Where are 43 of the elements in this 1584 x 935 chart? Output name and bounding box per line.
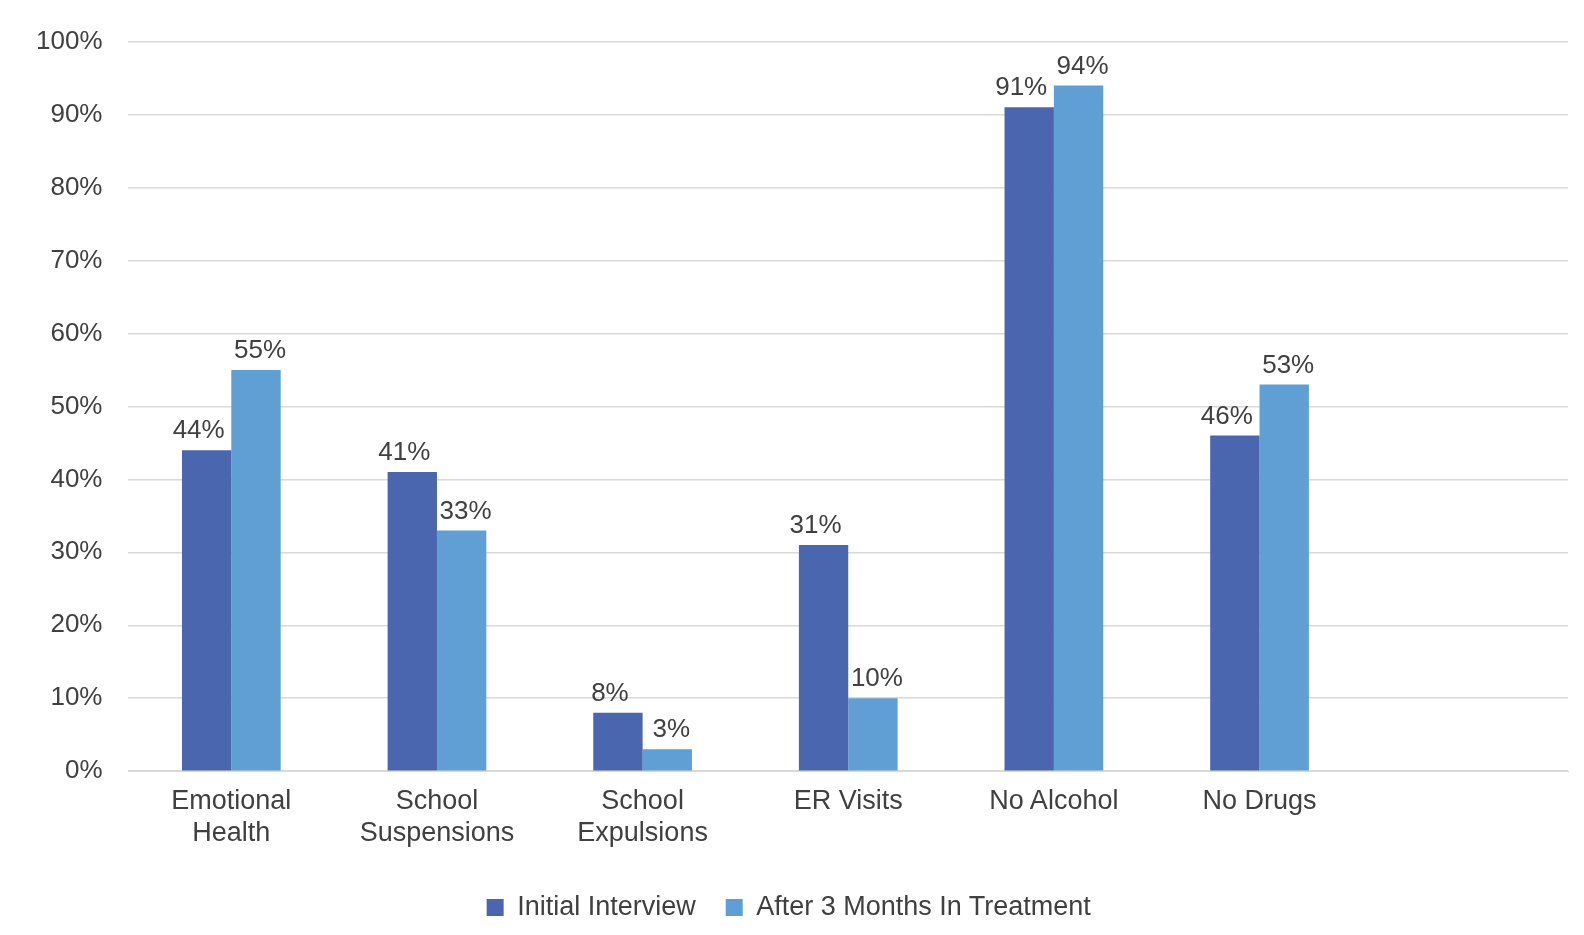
- y-tick-label: 70%: [50, 243, 103, 274]
- data-label: 8%: [591, 677, 629, 707]
- data-label: 31%: [789, 509, 842, 540]
- bar: [231, 369, 281, 771]
- data-label: 10%: [850, 662, 903, 693]
- bar: [387, 472, 437, 771]
- y-tick-label: 100%: [36, 24, 103, 55]
- x-tick-label: Emotional Health: [171, 784, 292, 848]
- data-label: 91%: [995, 71, 1048, 102]
- data-label: 41%: [378, 436, 431, 467]
- y-tick-label: 50%: [50, 389, 103, 420]
- bar: [1210, 435, 1260, 771]
- data-label: 3%: [652, 713, 691, 744]
- bar: [798, 545, 849, 771]
- bar: [848, 698, 898, 771]
- x-tick-label: ER Visits: [793, 784, 903, 815]
- x-tick-label: No Alcohol: [989, 784, 1119, 815]
- x-tick-label: School Suspensions: [359, 784, 515, 848]
- legend-label: After 3 Months In Treatment: [756, 890, 1092, 921]
- bar: [436, 530, 487, 771]
- data-label: 94%: [1056, 49, 1109, 80]
- y-tick-label: 20%: [50, 608, 103, 639]
- x-tick-label: No Drugs: [1202, 784, 1317, 815]
- legend-label: Initial Interview: [517, 890, 697, 921]
- bar: [1259, 384, 1309, 771]
- data-label: 33%: [439, 494, 492, 525]
- bar: [181, 450, 232, 771]
- data-label: 55%: [233, 334, 287, 365]
- bar: [1053, 85, 1104, 771]
- y-tick-label: 60%: [50, 316, 103, 347]
- x-tick-label: School Expulsions: [577, 784, 708, 848]
- bar: [593, 712, 643, 771]
- y-tick-label: 10%: [50, 681, 103, 712]
- data-label: 46%: [1200, 399, 1253, 430]
- y-tick-label: 40%: [50, 462, 103, 493]
- y-tick-label: 0%: [64, 754, 103, 785]
- y-tick-label: 80%: [50, 170, 103, 201]
- data-label: 44%: [172, 414, 225, 445]
- bar: [1004, 107, 1054, 771]
- y-tick-label: 30%: [50, 535, 103, 566]
- bar: [642, 749, 692, 771]
- data-label: 53%: [1262, 348, 1315, 379]
- y-tick-label: 90%: [50, 97, 103, 128]
